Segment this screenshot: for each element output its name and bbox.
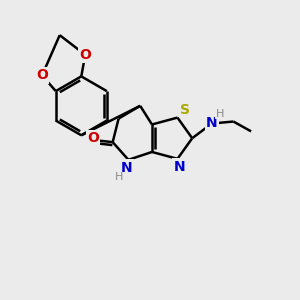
Text: O: O [36, 68, 48, 83]
Text: H: H [114, 172, 123, 182]
Text: O: O [79, 48, 91, 62]
Text: N: N [174, 160, 185, 174]
Text: N: N [206, 116, 218, 130]
Text: O: O [87, 131, 99, 145]
Text: N: N [121, 161, 132, 175]
Text: H: H [215, 109, 224, 119]
Text: S: S [180, 103, 190, 117]
